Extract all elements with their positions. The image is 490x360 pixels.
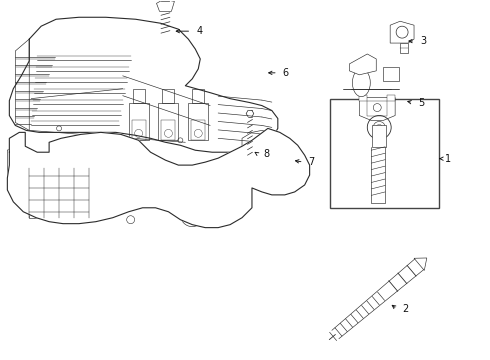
Polygon shape	[156, 0, 174, 11]
Text: 1: 1	[445, 154, 451, 164]
Bar	[129, 103, 148, 140]
Ellipse shape	[352, 69, 370, 96]
Bar	[133, 89, 145, 103]
Bar	[387, 95, 395, 100]
Polygon shape	[242, 130, 280, 162]
Polygon shape	[400, 43, 408, 53]
Bar	[162, 0, 170, 1]
Polygon shape	[7, 129, 310, 228]
Polygon shape	[9, 17, 278, 152]
Bar	[329, 99, 439, 208]
Bar	[162, 121, 175, 140]
Polygon shape	[390, 21, 414, 43]
Bar	[359, 95, 368, 100]
Polygon shape	[29, 168, 89, 218]
Bar	[163, 89, 174, 103]
Bar	[372, 125, 386, 147]
Text: 2: 2	[402, 304, 408, 314]
Bar	[132, 121, 146, 140]
Bar	[158, 103, 178, 140]
Bar	[188, 103, 208, 140]
Text: 8: 8	[263, 149, 269, 159]
Text: 7: 7	[309, 157, 315, 167]
Polygon shape	[15, 39, 29, 130]
Text: 4: 4	[196, 26, 202, 36]
Text: 5: 5	[418, 98, 424, 108]
Bar	[368, 100, 387, 116]
Polygon shape	[383, 67, 399, 81]
Text: 6: 6	[283, 68, 289, 78]
Polygon shape	[359, 98, 395, 121]
Polygon shape	[7, 138, 25, 188]
Text: 3: 3	[420, 36, 426, 46]
Polygon shape	[414, 258, 427, 270]
Polygon shape	[349, 54, 376, 75]
Bar	[191, 121, 205, 140]
Bar	[192, 89, 204, 103]
